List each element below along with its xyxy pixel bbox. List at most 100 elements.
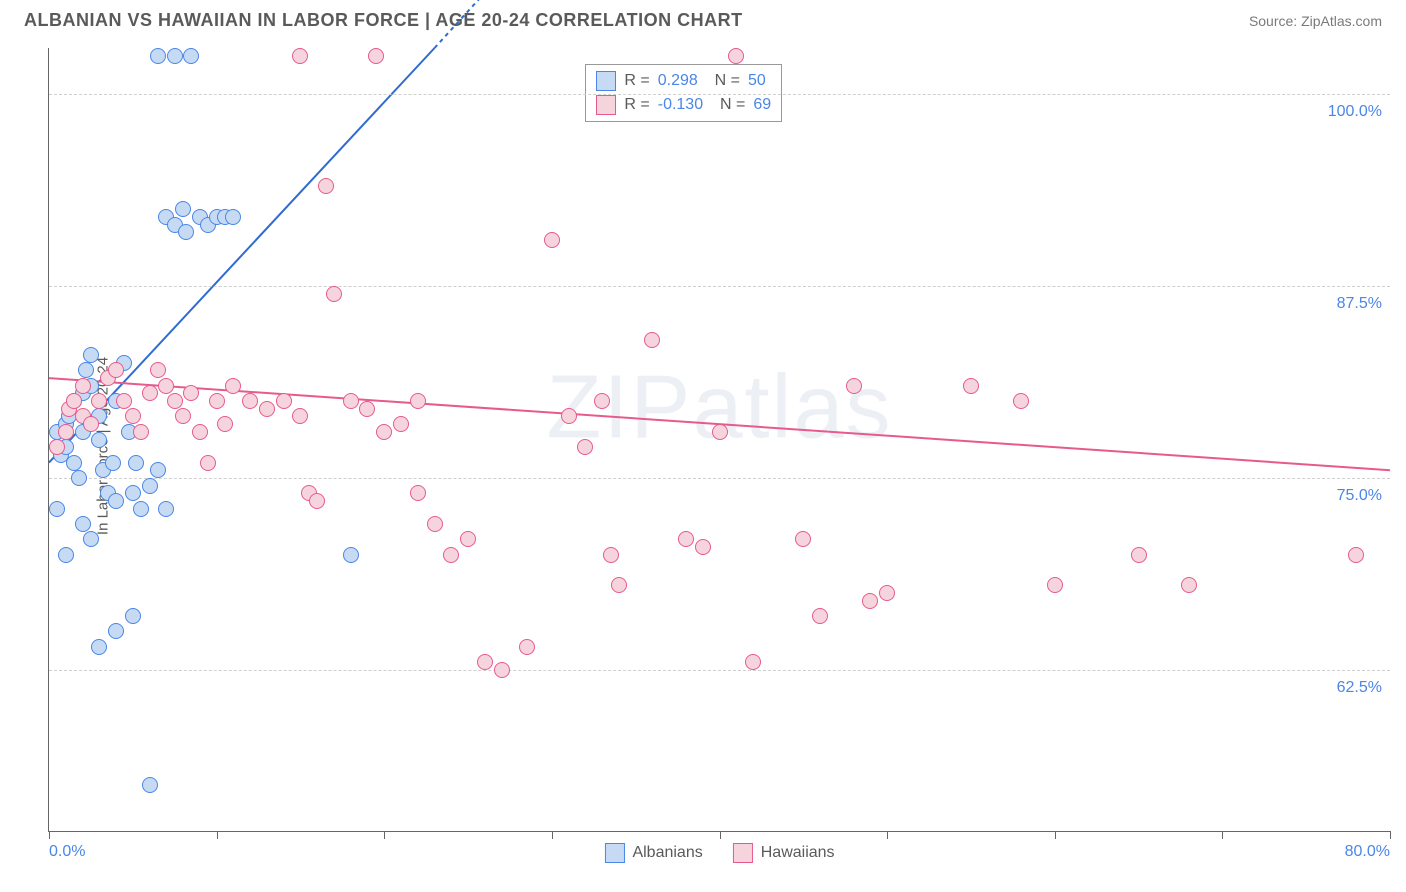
data-point <box>1131 547 1147 563</box>
data-point <box>862 593 878 609</box>
data-point <box>846 378 862 394</box>
data-point <box>167 48 183 64</box>
scatter-chart: ZIPatlas R =0.298 N =50R =-0.130 N =69 A… <box>48 48 1390 832</box>
gridline <box>49 670 1390 671</box>
data-point <box>343 547 359 563</box>
stat-label: N = <box>706 72 740 90</box>
stat-label: N = <box>711 96 745 114</box>
data-point <box>326 286 342 302</box>
data-point <box>58 547 74 563</box>
data-point <box>209 393 225 409</box>
data-point <box>544 232 560 248</box>
data-point <box>242 393 258 409</box>
chart-header: ALBANIAN VS HAWAIIAN IN LABOR FORCE | AG… <box>0 0 1406 37</box>
data-point <box>175 201 191 217</box>
data-point <box>812 608 828 624</box>
chart-title: ALBANIAN VS HAWAIIAN IN LABOR FORCE | AG… <box>24 10 743 31</box>
r-value: -0.130 <box>658 96 703 114</box>
data-point <box>128 455 144 471</box>
data-point <box>728 48 744 64</box>
x-tick <box>384 831 385 839</box>
data-point <box>561 408 577 424</box>
r-value: 0.298 <box>658 72 698 90</box>
data-point <box>292 408 308 424</box>
data-point <box>879 585 895 601</box>
x-tick <box>1055 831 1056 839</box>
data-point <box>150 462 166 478</box>
data-point <box>167 393 183 409</box>
gridline <box>49 286 1390 287</box>
legend-item: Hawaiians <box>733 843 835 863</box>
x-tick <box>1390 831 1391 839</box>
stat-label: R = <box>624 72 649 90</box>
n-value: 50 <box>748 72 766 90</box>
data-point <box>142 777 158 793</box>
y-tick-label: 75.0% <box>1337 487 1382 505</box>
y-tick-label: 87.5% <box>1337 295 1382 313</box>
data-point <box>183 48 199 64</box>
data-point <box>49 501 65 517</box>
legend-swatch <box>733 843 753 863</box>
data-point <box>359 401 375 417</box>
x-tick <box>49 831 50 839</box>
data-point <box>712 424 728 440</box>
data-point <box>175 408 191 424</box>
data-point <box>678 531 694 547</box>
data-point <box>91 393 107 409</box>
data-point <box>1013 393 1029 409</box>
data-point <box>393 416 409 432</box>
data-point <box>133 424 149 440</box>
data-point <box>1348 547 1364 563</box>
x-tick <box>720 831 721 839</box>
data-point <box>603 547 619 563</box>
x-tick <box>887 831 888 839</box>
data-point <box>368 48 384 64</box>
data-point <box>142 385 158 401</box>
data-point <box>217 416 233 432</box>
data-point <box>519 639 535 655</box>
data-point <box>108 493 124 509</box>
data-point <box>292 48 308 64</box>
data-point <box>108 362 124 378</box>
data-point <box>158 501 174 517</box>
data-point <box>125 485 141 501</box>
data-point <box>225 378 241 394</box>
data-point <box>183 385 199 401</box>
data-point <box>83 416 99 432</box>
data-point <box>66 393 82 409</box>
y-tick-label: 100.0% <box>1328 103 1382 121</box>
data-point <box>75 516 91 532</box>
data-point <box>71 470 87 486</box>
data-point <box>66 455 82 471</box>
data-point <box>58 424 74 440</box>
data-point <box>494 662 510 678</box>
data-point <box>142 478 158 494</box>
stats-row: R = 0.298 N = 50 <box>596 69 771 93</box>
data-point <box>192 424 208 440</box>
data-point <box>158 378 174 394</box>
data-point <box>427 516 443 532</box>
data-point <box>343 393 359 409</box>
x-axis-max-label: 80.0% <box>1345 843 1390 861</box>
legend-swatch <box>596 71 616 91</box>
data-point <box>745 654 761 670</box>
data-point <box>105 455 121 471</box>
data-point <box>460 531 476 547</box>
data-point <box>125 608 141 624</box>
legend-swatch <box>596 95 616 115</box>
data-point <box>318 178 334 194</box>
data-point <box>276 393 292 409</box>
data-point <box>78 362 94 378</box>
series-legend: Albanians Hawaiians <box>604 843 834 863</box>
stats-row: R =-0.130 N =69 <box>596 93 771 117</box>
legend-label: Hawaiians <box>761 844 835 862</box>
data-point <box>150 48 166 64</box>
x-axis-min-label: 0.0% <box>49 843 85 861</box>
data-point <box>611 577 627 593</box>
data-point <box>695 539 711 555</box>
data-point <box>577 439 593 455</box>
data-point <box>75 378 91 394</box>
x-tick <box>552 831 553 839</box>
legend-label: Albanians <box>632 844 702 862</box>
source-attribution: Source: ZipAtlas.com <box>1249 13 1382 29</box>
